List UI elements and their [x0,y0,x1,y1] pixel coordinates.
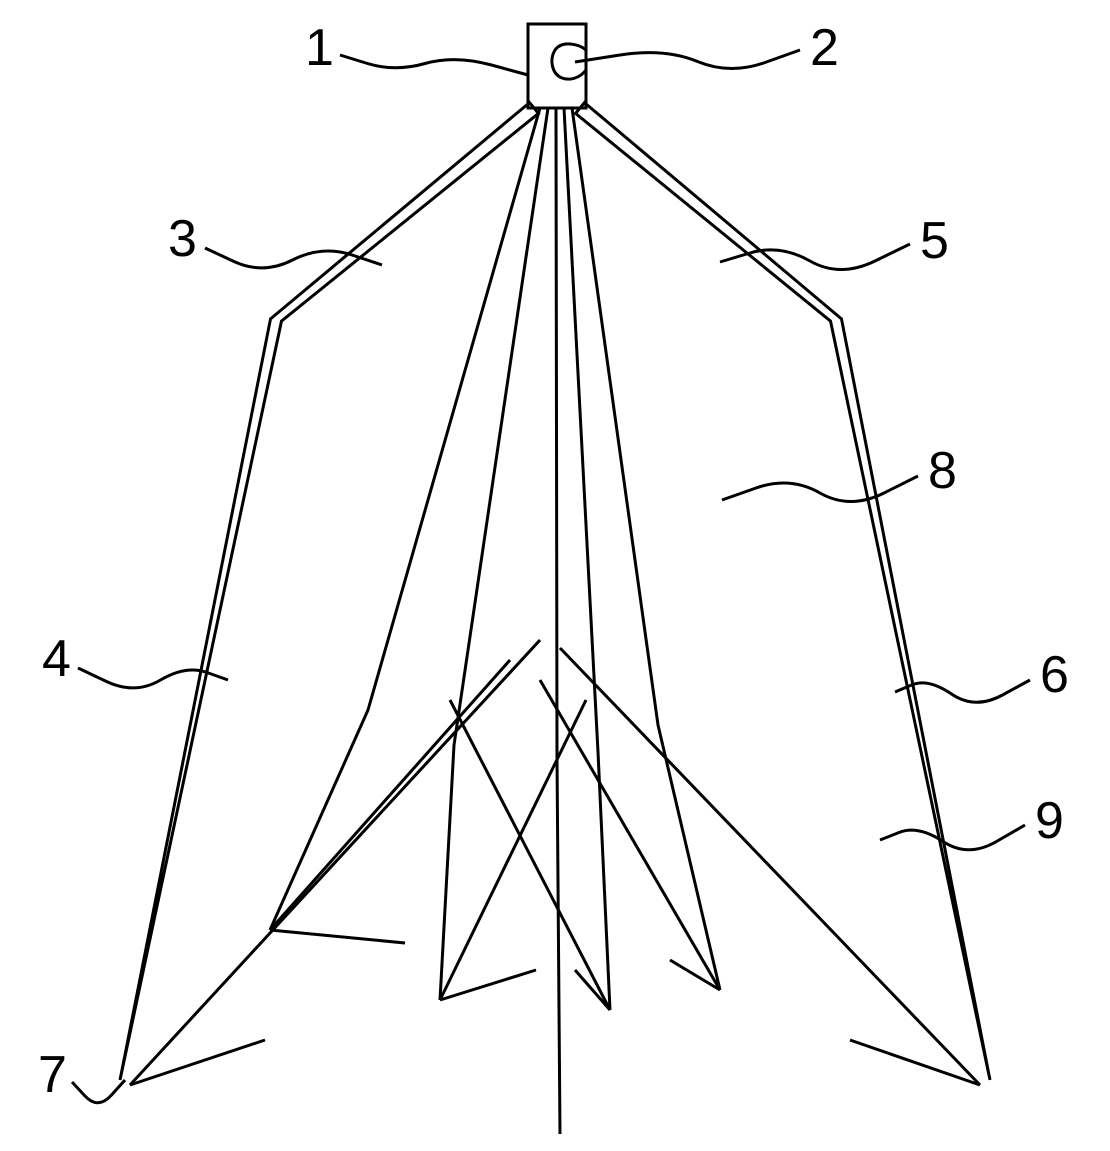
inner-claw-1 [440,108,548,1000]
inner-claw-4 [572,108,720,990]
inner-claw-3 [564,108,610,1010]
label-7: 7 [38,1046,67,1104]
label-1: 1 [305,19,334,77]
inner-claw-2 [556,108,560,1134]
outer-claw-right-barb-down [850,1040,980,1085]
inner-claw-0-barb-down [270,930,405,943]
label-2: 2 [810,19,839,77]
leader-3 [205,248,382,268]
inner-claw-0 [270,108,540,930]
leader-5 [720,244,910,270]
inner-claw-0-barb-up [270,660,510,930]
leader-8 [722,476,918,502]
outer-claw-left-barb-up [130,640,540,1085]
label-6: 6 [1040,646,1069,704]
inner-claw-1-barb-up [440,700,586,1000]
inner-claw-1-barb-down [440,970,536,1000]
label-4: 4 [42,630,71,688]
leader-7 [72,1080,125,1103]
label-3: 3 [168,210,197,268]
label-8: 8 [928,442,957,500]
inner-claw-4-barb-up [540,680,720,990]
label-5: 5 [920,212,949,270]
label-9: 9 [1035,792,1064,850]
top-block [528,24,586,108]
inner-claw-3-barb-up [450,700,610,1010]
leader-9 [880,825,1025,850]
leader-2 [575,50,800,69]
leader-1 [340,55,528,75]
